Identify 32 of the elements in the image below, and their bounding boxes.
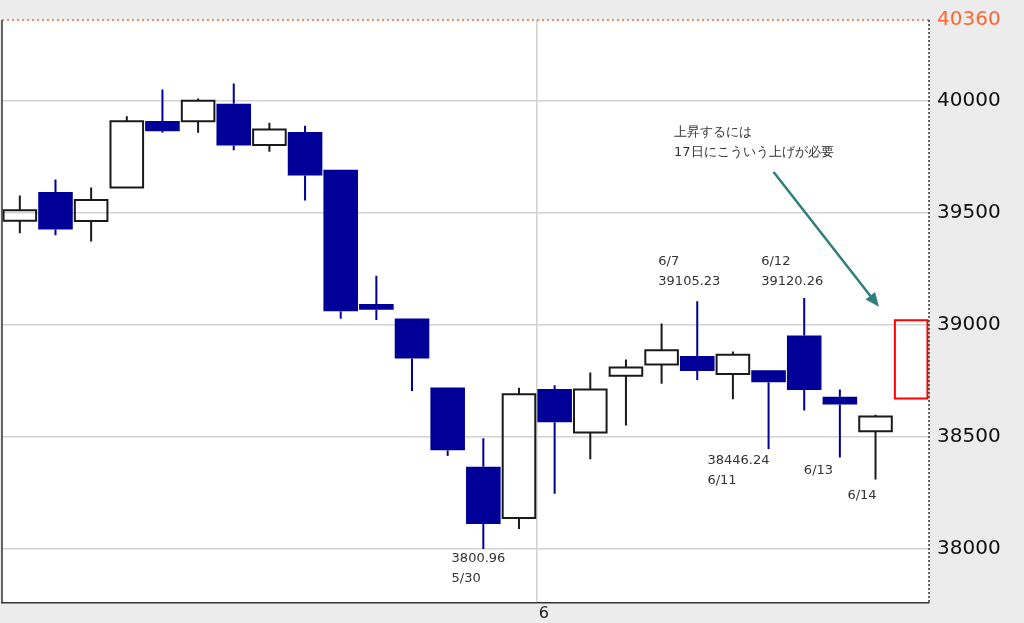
x-tick-label: 6 [538,602,549,622]
candlestick [537,384,572,495]
ref-line-label: 40360 [937,6,1001,31]
candlestick [430,387,465,457]
candlestick [573,371,608,461]
candlestick [38,178,73,237]
annotation: 6/7 39105.23 [658,252,721,288]
candlestick [679,300,715,381]
candlestick [2,194,38,235]
y-tick-label: 38500 [937,423,1001,448]
y-tick-label: 39000 [937,311,1001,336]
candlestick [394,318,430,393]
candlestick [216,82,252,152]
annotation: 6/12 39120.26 [761,252,824,288]
candlestick [608,358,644,427]
candlestick [858,413,893,481]
y-tick-label: 40000 [937,86,1001,111]
y-tick-label: 39500 [937,199,1001,224]
candlestick [893,319,929,400]
annotation: 6/13 [803,462,834,478]
candlestick [73,186,109,243]
candlestick [466,437,501,550]
annotation: 6/14 [847,486,877,502]
candlestick [145,88,180,134]
candlestick [822,388,858,459]
candlestick [644,322,679,385]
y-tick-label: 38000 [937,535,1001,560]
annotation: 38446.24 6/11 [707,452,770,488]
candlestick [715,350,751,401]
annotation: 3800.96 5/30 [451,550,506,586]
annotation: 上昇するには 17日にこういう上げが必要 [674,123,834,159]
candlestick [180,97,216,134]
